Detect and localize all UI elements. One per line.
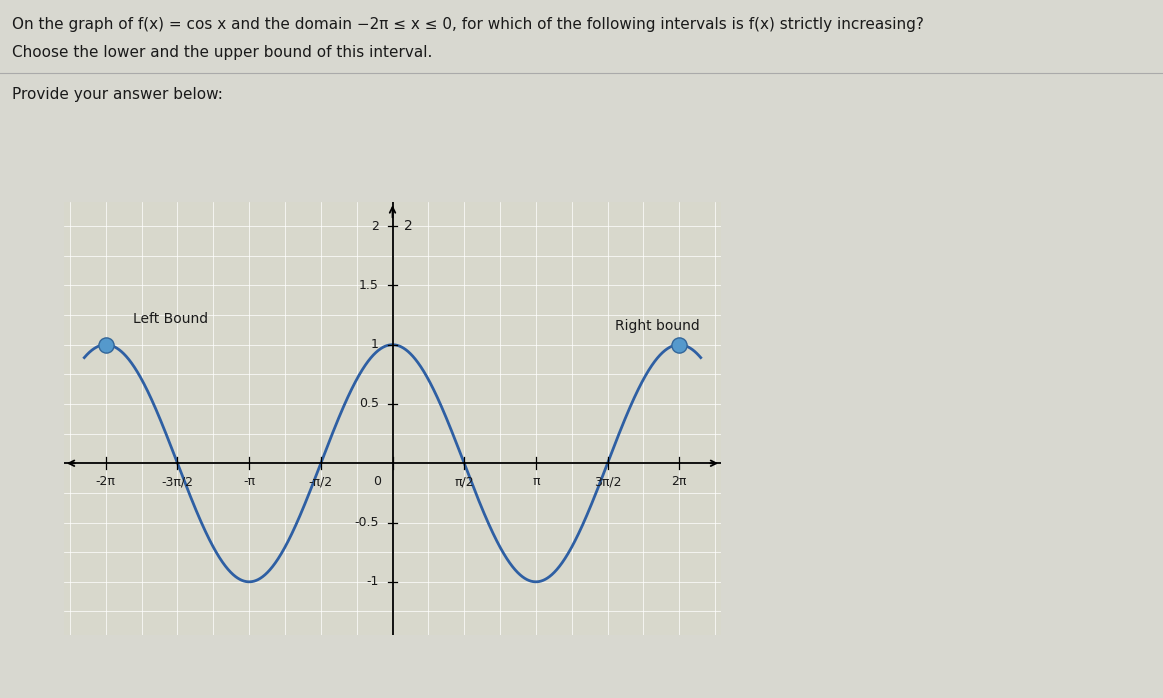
Text: 3π/2: 3π/2 bbox=[594, 475, 621, 488]
Text: 2: 2 bbox=[404, 219, 413, 233]
Text: Left Bound: Left Bound bbox=[134, 313, 208, 327]
Text: Choose the lower and the upper bound of this interval.: Choose the lower and the upper bound of … bbox=[12, 45, 431, 60]
Text: -2π: -2π bbox=[95, 475, 116, 488]
Text: -π/2: -π/2 bbox=[308, 475, 333, 488]
Point bbox=[97, 339, 115, 350]
Text: 2: 2 bbox=[371, 220, 379, 232]
Text: -0.5: -0.5 bbox=[355, 516, 379, 529]
Text: -1: -1 bbox=[366, 575, 379, 588]
Text: π: π bbox=[533, 475, 540, 488]
Text: 1.5: 1.5 bbox=[359, 279, 379, 292]
Text: 1: 1 bbox=[371, 339, 379, 351]
Text: 0.5: 0.5 bbox=[359, 397, 379, 410]
Text: 2π: 2π bbox=[671, 475, 687, 488]
Point bbox=[670, 339, 688, 350]
Text: -3π/2: -3π/2 bbox=[162, 475, 193, 488]
Text: Provide your answer below:: Provide your answer below: bbox=[12, 87, 222, 102]
Text: -π: -π bbox=[243, 475, 255, 488]
Text: On the graph of f(x) = cos x and the domain −2π ≤ x ≤ 0, for which of the follow: On the graph of f(x) = cos x and the dom… bbox=[12, 17, 923, 32]
Text: π/2: π/2 bbox=[455, 475, 475, 488]
Text: Right bound: Right bound bbox=[615, 320, 700, 334]
Text: 0: 0 bbox=[373, 475, 381, 488]
